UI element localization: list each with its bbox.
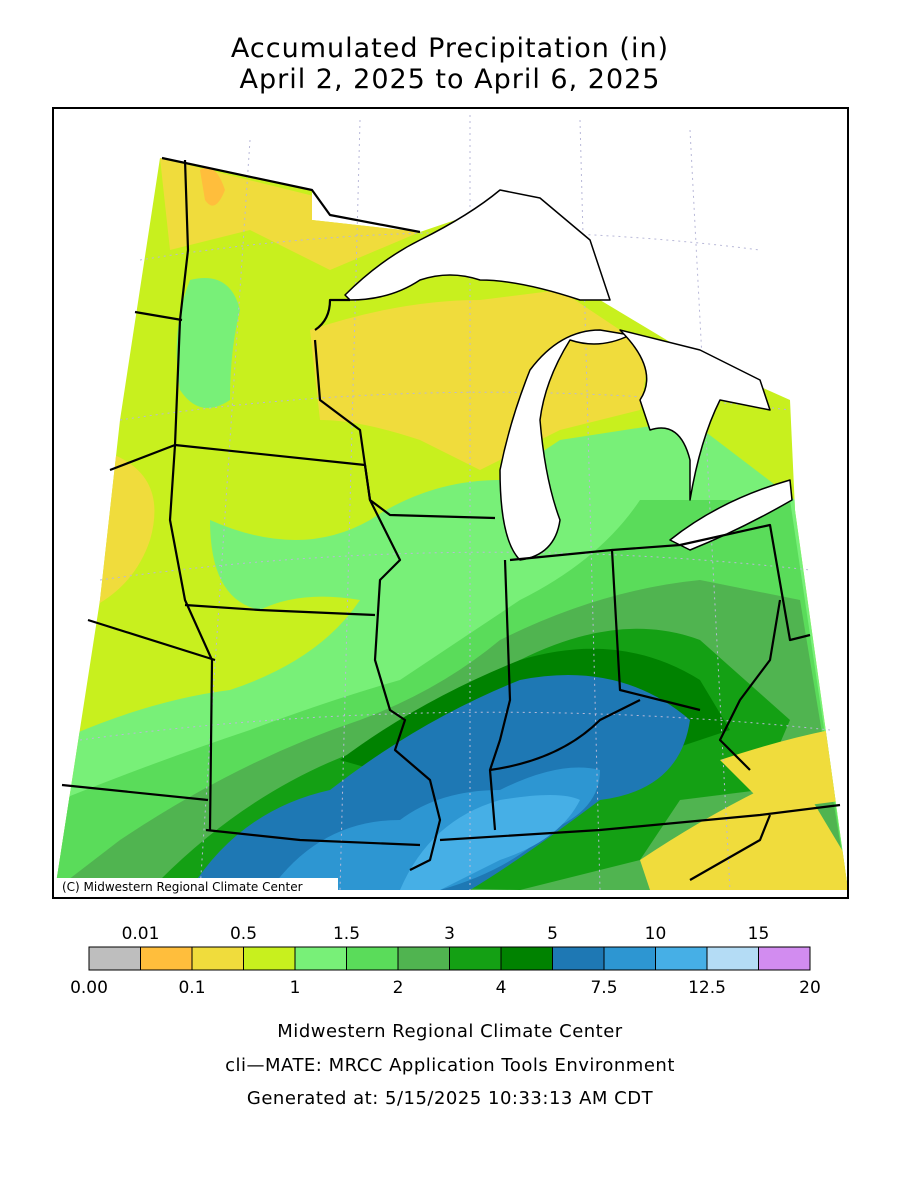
legend-swatch [88, 946, 141, 971]
legend-label: 0.5 [230, 924, 257, 944]
legend-label: 7.5 [590, 978, 617, 998]
footer-line: Midwestern Regional Climate Center [277, 1021, 623, 1042]
lake-superior [344, 189, 611, 301]
legend-label: 1.5 [333, 924, 360, 944]
lake-huron [619, 329, 771, 501]
legend-swatch [603, 946, 656, 971]
legend-swatch [449, 946, 502, 971]
map-frame [52, 107, 849, 899]
legend-label: 0.01 [122, 924, 160, 944]
footer-line: cli—MATE: MRCC Application Tools Environ… [225, 1055, 675, 1076]
legend-swatch [552, 946, 605, 971]
legend-label: 1 [290, 978, 301, 998]
credit-box [55, 878, 338, 896]
legend-swatch [500, 946, 553, 971]
legend-label: 3 [444, 924, 455, 944]
lake-erie [669, 479, 793, 551]
lat-lon-grid [79, 115, 831, 891]
legend-label: 0.1 [178, 978, 205, 998]
legend-label: 4 [496, 978, 507, 998]
legend-swatch [655, 946, 708, 971]
legend-swatch [243, 946, 296, 971]
legend-swatch [191, 946, 244, 971]
legend-label: 20 [799, 978, 821, 998]
legend-label: 12.5 [688, 978, 726, 998]
map-title: Accumulated Precipitation (in) [231, 33, 669, 64]
legend-swatch [140, 946, 193, 971]
state-boundaries [61, 156, 841, 881]
legend: 0.00 0.01 0.1 0.5 1 1.5 2 3 4 5 7.5 10 12.5 15 20 [70, 924, 821, 998]
map-credit: (C) Midwestern Regional Climate Center [62, 880, 303, 894]
legend-swatch [294, 946, 347, 971]
legend-label: 10 [645, 924, 667, 944]
map-subtitle: April 2, 2025 to April 6, 2025 [240, 64, 661, 95]
legend-label: 15 [748, 924, 770, 944]
lakes [344, 189, 793, 561]
legend-swatch [706, 946, 759, 971]
legend-label: 5 [547, 924, 558, 944]
footer-line: Generated at: 5/15/2025 10:33:13 AM CDT [247, 1088, 654, 1109]
legend-swatch [397, 946, 450, 971]
legend-swatch [758, 946, 811, 971]
legend-label: 0.00 [70, 978, 108, 998]
legend-swatch [346, 946, 399, 971]
legend-label: 2 [393, 978, 404, 998]
